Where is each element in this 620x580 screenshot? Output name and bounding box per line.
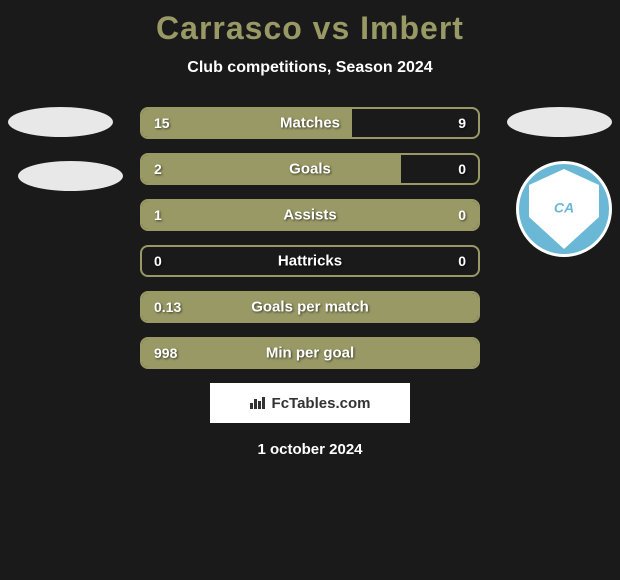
stat-row: 0.13 Goals per match xyxy=(140,291,480,323)
stat-label: Min per goal xyxy=(266,345,354,362)
player-left-avatar-2 xyxy=(18,161,123,191)
stat-label: Assists xyxy=(283,207,336,224)
stat-value-left: 0 xyxy=(154,253,162,269)
stat-label: Goals xyxy=(289,161,331,178)
stat-label: Goals per match xyxy=(251,299,369,316)
stat-bar-left xyxy=(142,155,401,183)
stat-value-left: 998 xyxy=(154,345,177,361)
comparison-container: Carrasco vs Imbert Club competitions, Se… xyxy=(0,0,620,580)
stat-value-right: 0 xyxy=(458,253,466,269)
stat-value-right: 0 xyxy=(458,161,466,177)
stat-value-left: 15 xyxy=(154,115,170,131)
player-left-avatar-1 xyxy=(8,107,113,137)
page-subtitle: Club competitions, Season 2024 xyxy=(0,59,620,77)
player-right-avatar xyxy=(507,107,612,137)
stat-row: 0 Hattricks 0 xyxy=(140,245,480,277)
page-title: Carrasco vs Imbert xyxy=(0,10,620,47)
stat-label: Matches xyxy=(280,115,340,132)
stat-row: 15 Matches 9 xyxy=(140,107,480,139)
chart-icon xyxy=(250,395,266,412)
brand-banner-text: FcTables.com xyxy=(272,395,371,412)
stat-value-left: 2 xyxy=(154,161,162,177)
stat-row: 998 Min per goal xyxy=(140,337,480,369)
stat-row: 2 Goals 0 xyxy=(140,153,480,185)
club-badge-right: CA xyxy=(516,161,612,257)
stat-value-right: 9 xyxy=(458,115,466,131)
stat-row: 1 Assists 0 xyxy=(140,199,480,231)
stat-value-left: 1 xyxy=(154,207,162,223)
stats-section: CA 15Matches92Goals01Assists00Hattricks0… xyxy=(0,107,620,369)
brand-banner[interactable]: FcTables.com xyxy=(210,383,410,423)
stat-value-left: 0.13 xyxy=(154,299,181,315)
club-shield-icon: CA xyxy=(529,169,599,249)
stat-value-right: 0 xyxy=(458,207,466,223)
stat-label: Hattricks xyxy=(278,253,342,270)
club-logo-initials: CA xyxy=(554,199,574,215)
date-label: 1 october 2024 xyxy=(0,441,620,458)
